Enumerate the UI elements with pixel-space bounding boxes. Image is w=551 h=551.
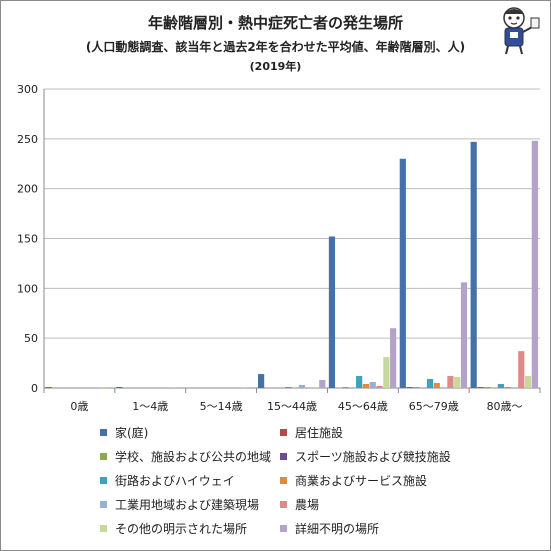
legend-label: 家(庭)	[115, 426, 149, 440]
legend-swatch	[280, 501, 287, 508]
bar	[376, 386, 383, 388]
legend-item: 詳細不明の場所	[280, 520, 379, 538]
bar	[518, 351, 525, 388]
bar	[426, 379, 434, 388]
legend-swatch	[100, 477, 107, 484]
bar	[369, 382, 376, 388]
bar	[258, 374, 265, 388]
legend-swatch	[280, 453, 287, 460]
bar	[383, 357, 390, 388]
bar	[390, 328, 397, 388]
legend-item: 街路およびハイウェイ	[100, 472, 235, 490]
legend-label: 居住施設	[295, 426, 344, 440]
bar	[45, 387, 52, 388]
bar	[433, 383, 440, 388]
bar	[460, 282, 468, 388]
bar	[319, 380, 326, 388]
chart-subtitle: (人口動態調査、該当年と過去2年を合わせた平均値、年齢階層別、人)	[85, 40, 466, 54]
legend-swatch	[280, 477, 287, 484]
x-tick-label: 45〜64歳	[338, 400, 388, 413]
legend-item: 工業用地域および建築現場	[100, 496, 259, 514]
y-tick-label: 100	[17, 282, 38, 295]
legend-label: 商業およびサービス施設	[295, 474, 428, 488]
bar	[406, 387, 413, 388]
chart-year: (2019年)	[249, 60, 302, 73]
mascot-icon	[503, 7, 540, 55]
bar	[497, 384, 504, 388]
bar	[116, 387, 123, 388]
y-tick-label: 250	[17, 133, 38, 146]
legend-swatch	[100, 525, 107, 532]
legend-label: 工業用地域および建築現場	[115, 498, 260, 512]
legend-label: 詳細不明の場所	[295, 522, 380, 536]
bar	[454, 377, 461, 388]
legend-label: 学校、施設および公共の地域	[115, 450, 272, 464]
legend-swatch	[100, 429, 107, 436]
bar	[470, 141, 477, 388]
y-tick-label: 0	[31, 382, 38, 395]
y-tick-label: 200	[17, 183, 38, 196]
legend-swatch	[280, 525, 287, 532]
legend-item: 商業およびサービス施設	[280, 472, 427, 490]
bar	[504, 387, 511, 388]
legend-item: 農場	[280, 496, 319, 514]
x-tick-label: 15〜44歳	[267, 400, 317, 413]
legend-label: 農場	[295, 498, 320, 512]
bar	[342, 387, 349, 388]
legend-item: その他の明示された場所	[100, 520, 247, 538]
chart-title: 年齢階層別・熱中症死亡者の発生場所	[147, 14, 403, 32]
bar	[531, 140, 538, 388]
bar	[298, 385, 305, 388]
y-tick-label: 300	[17, 83, 38, 96]
bar	[447, 376, 454, 388]
bar	[399, 158, 406, 388]
bar	[285, 387, 292, 388]
legend-item: 学校、施設および公共の地域	[100, 448, 271, 466]
legend-label: スポーツ施設および競技施設	[295, 450, 451, 464]
bar	[99, 387, 107, 388]
bar	[170, 387, 177, 388]
x-tick-label: 0歳	[70, 400, 88, 413]
legend-swatch	[100, 453, 107, 460]
x-tick-label: 5〜14歳	[200, 400, 243, 413]
y-tick-label: 50	[24, 332, 38, 345]
bar	[477, 387, 484, 388]
bar	[362, 384, 370, 388]
legend-swatch	[100, 501, 107, 508]
legend-label: 街路およびハイウェイ	[115, 474, 235, 488]
x-tick-label: 1〜4歳	[132, 400, 168, 413]
x-tick-label: 65〜79歳	[409, 400, 459, 413]
bar	[524, 376, 532, 388]
legend-swatch	[280, 429, 287, 436]
legend-label: その他の明示された場所	[115, 522, 248, 536]
legend-item: 居住施設	[280, 424, 343, 442]
bar	[484, 387, 491, 388]
legend-item: スポーツ施設および競技施設	[280, 448, 451, 466]
bar	[413, 387, 420, 388]
bar	[328, 236, 336, 388]
bar	[356, 376, 363, 388]
y-tick-label: 150	[17, 233, 38, 246]
legend-item: 家(庭)	[100, 424, 148, 442]
x-tick-label: 80歳〜	[487, 400, 523, 413]
bar	[312, 387, 319, 388]
bar	[241, 387, 248, 388]
